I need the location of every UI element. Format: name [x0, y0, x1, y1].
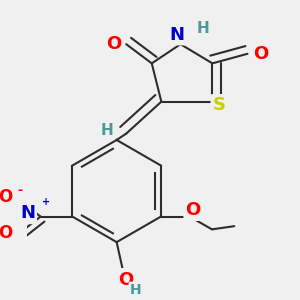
Text: O: O: [185, 201, 200, 219]
Text: H: H: [101, 123, 113, 138]
Text: O: O: [0, 188, 13, 206]
Text: N: N: [170, 26, 185, 44]
Text: O: O: [118, 272, 134, 290]
Text: O: O: [0, 224, 13, 242]
Text: S: S: [212, 96, 225, 114]
Text: N: N: [20, 204, 35, 222]
Text: -: -: [17, 184, 22, 197]
Text: O: O: [253, 45, 268, 63]
Text: O: O: [106, 35, 121, 53]
Text: H: H: [196, 21, 209, 36]
Text: H: H: [130, 283, 142, 297]
Text: +: +: [42, 197, 50, 207]
